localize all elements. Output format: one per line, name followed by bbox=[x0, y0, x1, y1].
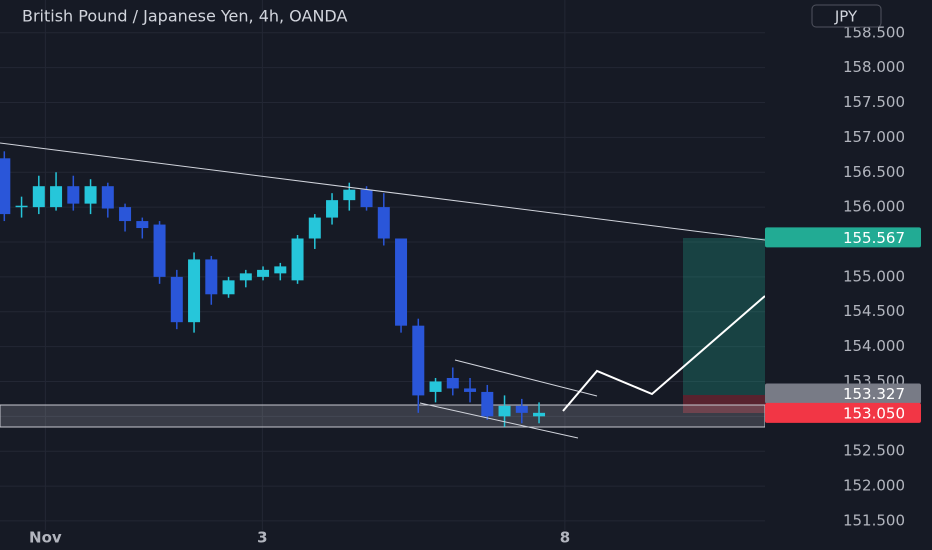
candle-body bbox=[205, 259, 218, 295]
candle-body bbox=[308, 217, 321, 239]
candle-body bbox=[170, 276, 183, 323]
y-tick-label: 154.000 bbox=[843, 337, 905, 355]
candle-body bbox=[32, 186, 45, 208]
candle-body bbox=[0, 158, 11, 215]
candle-body bbox=[360, 189, 373, 208]
y-tick-label: 157.500 bbox=[843, 93, 905, 111]
channel-line bbox=[454, 359, 598, 397]
candle-body bbox=[481, 391, 494, 417]
candle-body bbox=[343, 189, 356, 201]
axis-labels: 151.500152.000152.500153.000153.500154.0… bbox=[29, 23, 921, 547]
candle-body bbox=[153, 224, 166, 277]
target-zone bbox=[683, 238, 765, 395]
candle-body bbox=[67, 186, 80, 204]
candle-body bbox=[412, 325, 425, 396]
candle-body bbox=[50, 186, 63, 208]
candle-body bbox=[515, 405, 528, 413]
y-tick-label: 154.500 bbox=[843, 302, 905, 320]
candle-body bbox=[464, 388, 477, 392]
candle-body bbox=[222, 280, 235, 295]
y-tick-label: 156.500 bbox=[843, 163, 905, 181]
price-axis bbox=[765, 0, 932, 550]
candle-body bbox=[257, 269, 270, 277]
x-tick-label: 8 bbox=[560, 529, 570, 547]
candle-body bbox=[119, 207, 132, 222]
candle-body bbox=[15, 205, 28, 208]
y-tick-label: 157.000 bbox=[843, 128, 905, 146]
candle-body bbox=[377, 207, 390, 239]
price-badge bbox=[765, 402, 921, 423]
y-tick-label: 158.000 bbox=[843, 58, 905, 76]
y-tick-label: 158.500 bbox=[843, 23, 905, 41]
candle-body bbox=[101, 186, 114, 209]
support-zone bbox=[0, 404, 766, 428]
y-tick-label: 155.000 bbox=[843, 267, 905, 285]
candle-body bbox=[136, 221, 149, 229]
channel-line bbox=[419, 402, 579, 439]
chart-title: British Pound / Japanese Yen, 4h, OANDA bbox=[22, 7, 347, 26]
candle-body bbox=[429, 381, 442, 392]
price-badge bbox=[765, 227, 921, 248]
candle-body bbox=[446, 377, 459, 389]
price-badge bbox=[765, 383, 921, 404]
candles bbox=[0, 151, 546, 427]
price-badge-label: 153.327 bbox=[843, 385, 905, 403]
trend-line bbox=[0, 142, 766, 241]
candle-body bbox=[533, 412, 546, 417]
x-tick-label: Nov bbox=[29, 529, 62, 547]
y-tick-label: 152.500 bbox=[843, 442, 905, 460]
stop-zone bbox=[683, 395, 765, 413]
candle-body bbox=[239, 273, 252, 281]
currency-label[interactable]: JPY bbox=[834, 8, 858, 26]
y-tick-label: 151.500 bbox=[843, 511, 905, 529]
candle-body bbox=[395, 238, 408, 326]
candle-body bbox=[188, 259, 201, 323]
y-tick-label: 152.000 bbox=[843, 477, 905, 495]
candle-body bbox=[84, 186, 97, 204]
currency-button[interactable] bbox=[811, 4, 882, 28]
price-badge-label: 153.050 bbox=[843, 404, 905, 422]
candle-body bbox=[274, 266, 287, 274]
price-badge-label: 155.567 bbox=[843, 229, 905, 247]
x-tick-label: 3 bbox=[257, 529, 267, 547]
y-tick-label: 156.000 bbox=[843, 198, 905, 216]
candle-body bbox=[291, 238, 304, 281]
candle-body bbox=[326, 200, 339, 218]
candle-body bbox=[498, 405, 511, 417]
projection-path bbox=[562, 295, 766, 412]
